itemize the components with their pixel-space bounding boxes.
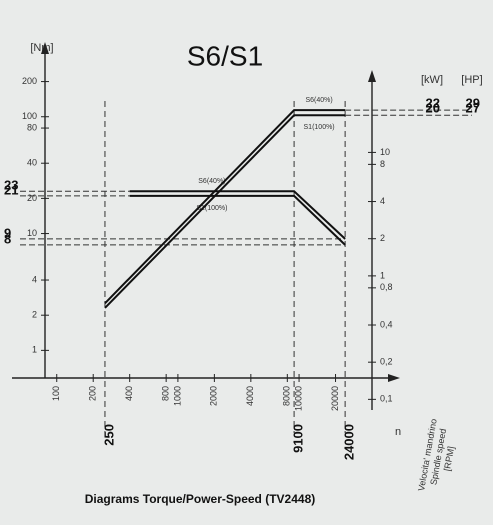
y-tick-label: 1 — [32, 345, 37, 355]
y2-tick-label: 0,2 — [380, 357, 393, 367]
y2-arrow — [368, 70, 376, 82]
y2-tick-label: 8 — [380, 159, 385, 169]
torque-hand-label: 8 — [4, 231, 11, 246]
speed-hand-label: 24000 — [342, 424, 357, 460]
series-label: S6(40%) — [305, 97, 332, 104]
y-tick-label: 20 — [27, 193, 37, 203]
y2-tick-label: 4 — [380, 196, 385, 206]
speed-hand-label: 250 — [101, 424, 116, 446]
y2-axis-label: [kW] — [421, 74, 443, 86]
x-side-line: [RPM] — [442, 446, 456, 472]
x-tick-label: 100 — [51, 386, 61, 401]
torque-hand-label: 9 — [4, 225, 11, 240]
y-arrow — [41, 42, 49, 54]
speed-hand-label: 9100 — [291, 424, 306, 453]
x-tick-label: 10000 — [293, 386, 303, 411]
power-hp-hand-label: 27 — [466, 101, 480, 116]
series-label: S1(100%) — [304, 124, 335, 131]
y-tick-label: 10 — [27, 228, 37, 238]
x-arrow — [388, 374, 400, 382]
y2-tick-label: 0,1 — [380, 394, 393, 404]
y2-tick-label: 10 — [380, 147, 390, 157]
power-kw-hand-label: 22 — [426, 96, 440, 111]
x-tick-label: 20000 — [330, 386, 340, 411]
torque-hand-label: 23 — [4, 178, 18, 193]
y-tick-label: 200 — [22, 76, 37, 86]
caption: Diagrams Torque/Power-Speed (TV2448) — [85, 492, 316, 506]
series-line — [104, 114, 346, 309]
x-axis-label: n — [395, 426, 401, 438]
series-label: S6(40%) — [198, 178, 225, 185]
series-line — [129, 190, 346, 240]
torque-hand-label: 21 — [4, 182, 18, 197]
x-tick-label: 1000 — [172, 386, 182, 406]
y-tick-label: 40 — [27, 158, 37, 168]
x-tick-label: 200 — [88, 386, 98, 401]
y2-tick-label: 1 — [380, 270, 385, 280]
x-tick-label: 8000 — [282, 386, 292, 406]
series-line — [129, 194, 346, 246]
x-tick-label: 4000 — [245, 386, 255, 406]
y-tick-label: 2 — [32, 310, 37, 320]
series-label: S1(100%) — [196, 205, 227, 212]
y3-axis-label: [HP] — [461, 74, 482, 86]
chart-title: S6/S1 — [187, 40, 263, 71]
y2-tick-label: 0,8 — [380, 282, 393, 292]
series-line — [104, 109, 346, 304]
x-tick-label: 2000 — [209, 386, 219, 406]
power-hp-hand-label: 29 — [466, 96, 480, 111]
y2-tick-label: 2 — [380, 233, 385, 243]
x-tick-label: 800 — [161, 386, 171, 401]
y2-tick-label: 0,4 — [380, 319, 393, 329]
y-tick-label: 4 — [32, 274, 37, 284]
power-kw-hand-label: 20 — [426, 101, 440, 116]
y-tick-label: 100 — [22, 111, 37, 121]
y-tick-label: 80 — [27, 122, 37, 132]
x-tick-label: 400 — [124, 386, 134, 401]
